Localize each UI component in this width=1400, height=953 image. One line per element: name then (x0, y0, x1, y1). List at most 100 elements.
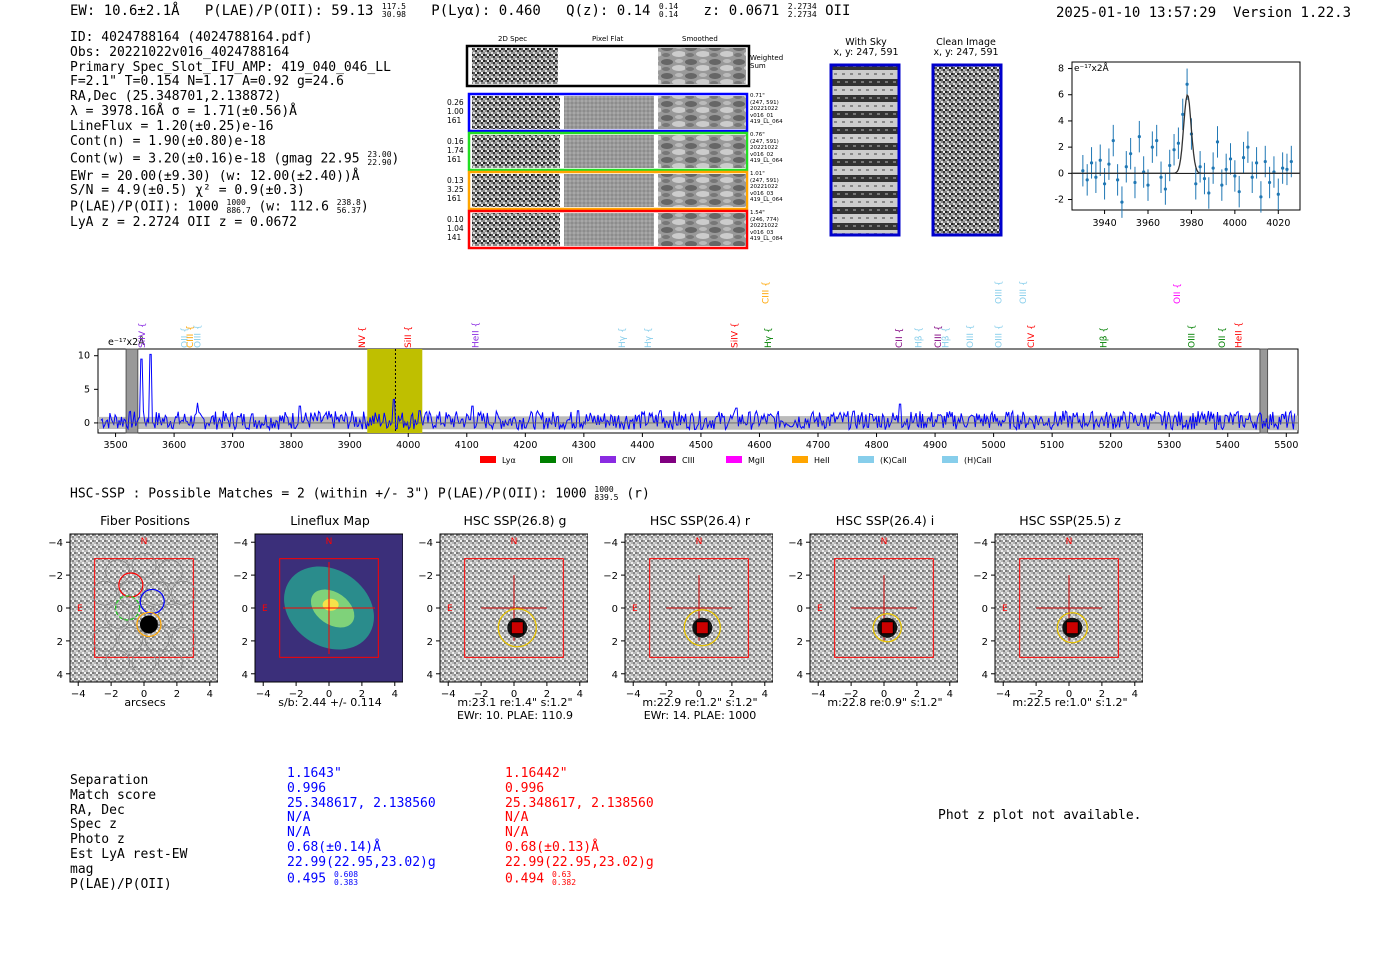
line-label: Hβ { (915, 327, 925, 348)
spectrum-xtick-label: 5100 (1040, 440, 1064, 451)
red-spec-z: N/A (505, 810, 529, 826)
info-id: ID: 4024788164 (4024788164.pdf) (70, 30, 313, 45)
blue-plae: 0.495 (287, 871, 327, 887)
hsc-hi: 1000 (594, 485, 614, 494)
north-label: N (511, 537, 518, 547)
info-block: ID: 4024788164 (4024788164.pdf) Obs: 202… (70, 30, 399, 230)
spectrum-xtick-label: 4700 (806, 440, 830, 451)
legend-swatch (600, 456, 616, 463)
panel-xtick-label: −2 (289, 689, 304, 700)
header-plae-lo: 30.98 (381, 10, 406, 19)
panel-ytick-label: −2 (48, 571, 63, 582)
panel-xtick-label: −4 (256, 689, 271, 700)
panel-ytick-label: 4 (427, 670, 433, 681)
line-label: OIII { (194, 324, 204, 348)
panel-ytick-label: 4 (797, 670, 803, 681)
blue-spec-z: N/A (287, 810, 311, 826)
info-plae-w: (w: 112.6 (258, 199, 329, 215)
zoom-unit-label: e⁻¹⁷x2Å (1074, 62, 1110, 74)
panel-image-1: N E −4 4 −2 2 0 0 2 −2 4 −4 (233, 533, 403, 700)
zoom-point (1250, 175, 1254, 179)
panel-ytick-label: 2 (242, 637, 248, 648)
info-contw-lo: 22.90 (367, 158, 392, 168)
panel-ytick-label: 0 (57, 604, 63, 615)
cutout-left-l1: 0.16 (447, 137, 464, 146)
cutout-pixelflat (564, 174, 654, 207)
info-contw-row: Cont(w) = 3.20(±0.16)e-18 (gmag 22.95 23… (70, 151, 399, 167)
zoom-xtick-label: 3960 (1136, 218, 1160, 229)
spectrum-xtick-label: 4200 (513, 440, 537, 451)
line-label: SiII { (404, 326, 414, 348)
panel-xtick-label: 0 (326, 689, 332, 700)
with-sky-title: With Sky (845, 37, 887, 48)
spectrum-ytick-label: 0 (84, 418, 90, 429)
legend-label: (K)CaII (880, 456, 907, 465)
cutout-right-r2: (247, 591) (750, 99, 779, 106)
cutout-pixelflat (564, 135, 654, 168)
header-version: Version 1.22.3 (1233, 5, 1352, 21)
aperture-ellipse (872, 613, 902, 643)
east-label: E (817, 604, 823, 614)
header-ew: EW: 10.6±2.1Å (70, 3, 180, 19)
cutout-left-l3: 161 (447, 194, 462, 203)
weighted-smoothed (658, 48, 746, 84)
panel-caption-2: m:23.1 re:1.4" s:1.2" (457, 696, 573, 709)
label-radec: RA, Dec (70, 802, 125, 818)
blue-radec: 25.348617, 2.138560 (287, 795, 436, 811)
panel-ytick-label: −2 (418, 571, 433, 582)
panel-image-2: N E −4 4 −2 2 0 0 2 −2 4 −4 (418, 533, 588, 700)
fiber-circle (171, 626, 196, 652)
panel-xtick-label: −4 (811, 689, 826, 700)
line-label: Hβ { (942, 327, 952, 348)
panel-ytick-label: −4 (233, 538, 248, 549)
cutout-left-l1: 0.26 (447, 98, 464, 107)
spectrum-masked-region (1259, 348, 1269, 434)
north-label: N (326, 537, 333, 547)
cutout-2dspec (472, 135, 560, 168)
cutout-row-left-labels: 0.13 3.25 161 (447, 176, 464, 203)
zoom-point (1181, 112, 1185, 116)
panel-ytick-label: 0 (612, 604, 618, 615)
panel-xtick-label: 4 (577, 689, 583, 700)
cutout-left-l2: 1.74 (447, 146, 464, 155)
panel-xtick-label: 0 (141, 689, 147, 700)
cutout-header-smoothed: Smoothed (682, 35, 718, 43)
legend-label: CIV (622, 456, 636, 465)
legend-swatch (858, 456, 874, 463)
info-params: F=2.1" T=0.154 N=1.17 A=0.92 g=24.6 (70, 74, 344, 90)
zoom-point (1150, 145, 1154, 149)
header-z-hi: 2.2734 (787, 2, 817, 11)
spectrum-xtick-label: 4000 (396, 440, 420, 451)
cutout-row-left-labels: 0.26 1.00 161 (447, 98, 464, 125)
panel-red-box (834, 558, 934, 658)
info-lineflux: LineFlux = 1.20(±0.25)e-16 (70, 118, 274, 134)
panel-xtick-label: 4 (392, 689, 398, 700)
zoom-point (1102, 182, 1107, 186)
panel-xtick-label: 2 (1099, 689, 1105, 700)
info-sn: S/N = 4.9(±0.5) χ² = 0.9(±0.3) (70, 183, 305, 199)
zoom-point (1198, 165, 1202, 169)
cutout-right-r1: 1.54" (750, 210, 765, 216)
panel-red-box (279, 558, 379, 658)
panel-xtick-label: −2 (474, 689, 489, 700)
cutout-pixelflat (564, 213, 654, 246)
spectrum-xtick-label: 5400 (1216, 440, 1240, 451)
zoom-point (1228, 157, 1233, 161)
info-plae: P(LAE)/P(OII): 1000 (70, 199, 219, 215)
zoom-point (1224, 167, 1228, 171)
panel-title-4: HSC SSP(26.4) i (835, 513, 935, 528)
line-label: CIII { (934, 325, 944, 348)
fiber-circle (131, 649, 157, 675)
cutout-right-r3: 20221022 (750, 145, 778, 152)
zoom-point (1129, 152, 1133, 156)
panel-red-box (94, 558, 194, 658)
cutout-right-r1: 0.71" (750, 93, 765, 99)
legend-label: (H)CaII (964, 456, 991, 465)
panel-xtick-label: −4 (996, 689, 1011, 700)
spectrum-line (100, 353, 1296, 432)
panel-caption-3: m:22.9 re:1.2" s:1.2" (642, 696, 758, 709)
cutout-right-r4: v016_01 (750, 112, 774, 119)
spectrum-xtick-label: 3600 (162, 440, 186, 451)
cutout-right-r5: 419_LL_064 (750, 197, 783, 204)
label-plae: P(LAE)/P(OII) (70, 876, 172, 892)
